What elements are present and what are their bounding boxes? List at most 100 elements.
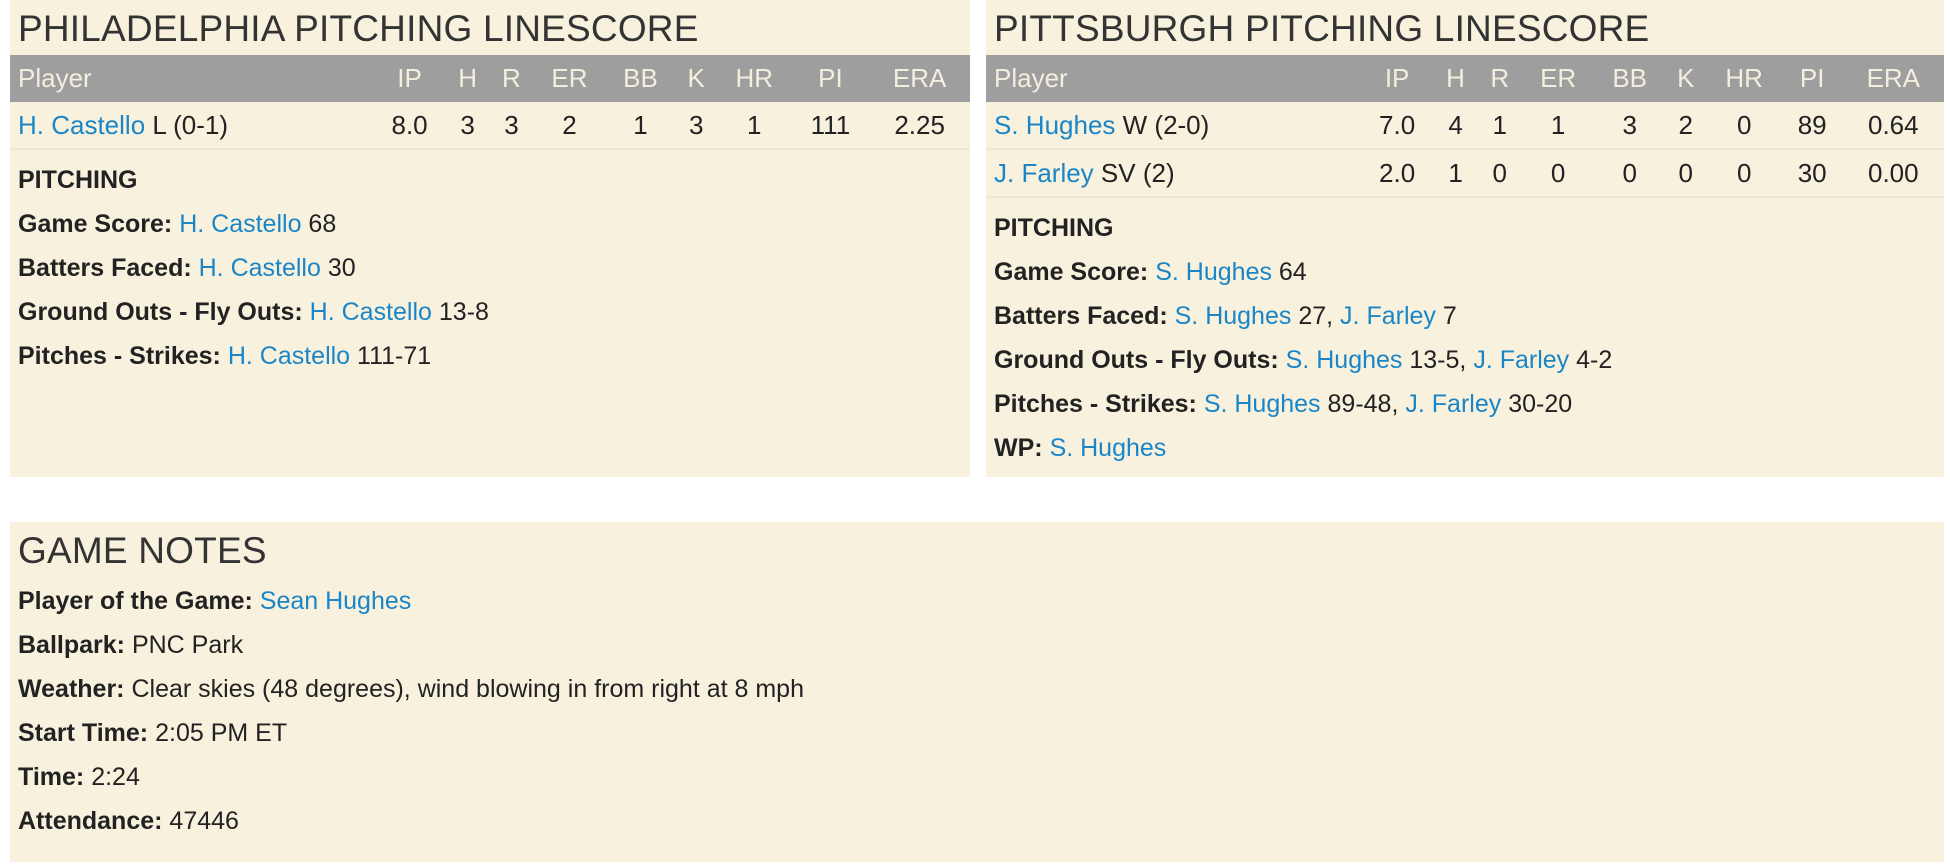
stat-value: 111-71: [357, 342, 432, 370]
stat-cell: 0.00: [1842, 149, 1944, 198]
table-row: S. Hughes W (2-0) 7.0 4 1 1 3 2 0 89 0.64: [986, 102, 1944, 150]
stat-cell: 2.25: [869, 102, 970, 150]
stat-label: Pitches - Strikes:: [994, 390, 1197, 418]
pittsburgh-pitching-panel: PITTSBURGH PITCHING LINESCORE Player IP H R…: [986, 0, 1944, 477]
stat-value: 30-20: [1508, 390, 1573, 418]
stat-cell: 0: [1706, 102, 1782, 150]
player-link[interactable]: Sean Hughes: [259, 587, 412, 615]
column-header: ER: [1521, 55, 1595, 102]
stat-value: 7: [1442, 302, 1457, 330]
note-label: Start Time:: [18, 719, 149, 747]
column-header: Player: [986, 55, 1361, 102]
stat-cell: 3: [445, 102, 490, 150]
stat-label: Ground Outs - Fly Outs:: [18, 298, 303, 326]
player-cell: H. Castello L (0-1): [10, 102, 374, 150]
column-header: BB: [1594, 55, 1665, 102]
player-link[interactable]: H. Castello: [179, 210, 302, 238]
player-link[interactable]: S. Hughes: [1174, 302, 1292, 330]
player-link[interactable]: J. Farley: [1340, 302, 1436, 330]
stat-label: Batters Faced:: [18, 254, 192, 282]
stat-cell: 8.0: [373, 102, 446, 150]
stat-value: 27: [1298, 302, 1327, 330]
player-link[interactable]: H. Castello: [18, 109, 146, 140]
column-header: PI: [1781, 55, 1843, 102]
stat-cell: 0: [1664, 149, 1707, 198]
player-link[interactable]: J. Farley: [1473, 346, 1570, 374]
note-value: 47446: [169, 807, 239, 835]
stat-label: WP:: [994, 434, 1043, 462]
stat-value: 68: [308, 210, 337, 238]
stat-value: 89-48: [1327, 390, 1392, 418]
note-label: Weather:: [18, 675, 125, 703]
column-header: K: [675, 55, 717, 102]
note-label: Ballpark:: [18, 631, 125, 659]
player-of-game: Player of the Game: Sean Hughes: [18, 587, 412, 615]
pitching-stat-line: Game Score: S. Hughes 64: [994, 250, 1936, 294]
note-item: Ballpark: PNC Park: [18, 623, 1936, 667]
column-header: ERA: [869, 55, 970, 102]
stat-cell: 2.0: [1360, 149, 1434, 198]
stat-cell: 3: [489, 102, 534, 150]
game-notes-panel: GAME NOTES Player of the Game: Sean Hugh…: [10, 522, 1944, 862]
stat-label: Game Score:: [994, 258, 1149, 286]
player-link[interactable]: J. Farley: [1405, 390, 1502, 418]
player-link[interactable]: J. Farley: [994, 157, 1094, 188]
pitching-table: Player IP H R ER BB K HR PI ERA H. Castello L (0-1…: [10, 55, 970, 150]
stat-cell: 0: [1477, 149, 1522, 198]
section-heading: PITCHING: [994, 214, 1114, 242]
pitching-table: Player IP H R ER BB K HR PI ERA S. Hughes W (2-0) 7…: [986, 55, 1944, 198]
decision: W (2-0): [1122, 109, 1210, 140]
player-link[interactable]: S. Hughes: [994, 109, 1116, 140]
player-link[interactable]: S. Hughes: [1049, 434, 1167, 462]
section-heading: PITCHING: [18, 166, 138, 194]
player-link[interactable]: S. Hughes: [1285, 346, 1403, 374]
stat-cell: 4: [1433, 102, 1478, 150]
column-header: K: [1664, 55, 1707, 102]
table-row: J. Farley SV (2) 2.0 1 0 0 0 0 0 30 0.00: [986, 149, 1944, 198]
stat-value: 13-5: [1409, 346, 1460, 374]
player-link[interactable]: H. Castello: [227, 342, 351, 370]
stat-cell: 1: [605, 102, 676, 150]
stat-cell: 2: [1664, 102, 1707, 150]
stat-cell: 89: [1781, 102, 1843, 150]
table-row: H. Castello L (0-1) 8.0 3 3 2 1 3 1 111 2.25: [10, 102, 970, 150]
stat-value: 13-8: [438, 298, 489, 326]
column-header: R: [489, 55, 534, 102]
pitching-stat-line: Batters Faced: H. Castello 30: [18, 246, 962, 290]
pitching-stat-line: Batters Faced: S. Hughes 27, J. Farley 7: [994, 302, 1457, 330]
pitching-stat-line: Ground Outs - Fly Outs: S. Hughes 13-5, …: [994, 346, 1613, 374]
pitching-stat-line: Pitches - Strikes: H. Castello 111-71: [18, 334, 962, 378]
philadelphia-pitching-panel: PHILADELPHIA PITCHING LINESCORE Player IP…: [10, 0, 970, 477]
player-link[interactable]: S. Hughes: [1203, 390, 1321, 418]
stat-label: Batters Faced:: [994, 302, 1168, 330]
column-header: ERA: [1842, 55, 1944, 102]
player-link[interactable]: H. Castello: [309, 298, 432, 326]
player-link[interactable]: H. Castello: [198, 254, 321, 282]
player-cell: J. Farley SV (2): [986, 149, 1361, 198]
note-label: Attendance:: [18, 807, 163, 835]
stat-cell: 0.64: [1842, 102, 1944, 150]
decision: L (0-1): [152, 109, 229, 140]
stat-label: Game Score:: [18, 210, 173, 238]
pitching-stat-line: Game Score: H. Castello 68: [18, 202, 962, 246]
note-value: 2:24: [91, 763, 140, 791]
column-header: HR: [1706, 55, 1782, 102]
note-item: Time: 2:24: [18, 755, 1936, 799]
player-cell: S. Hughes W (2-0): [986, 102, 1361, 150]
stat-cell: 3: [1594, 102, 1665, 150]
note-item: Start Time: 2:05 PM ET: [18, 711, 1936, 755]
stat-cell: 1: [1477, 102, 1522, 150]
panel-title: GAME NOTES: [18, 530, 267, 571]
stat-cell: 1: [716, 102, 792, 150]
stat-cell: 7.0: [1360, 102, 1434, 150]
column-header: BB: [605, 55, 676, 102]
player-link[interactable]: S. Hughes: [1155, 258, 1272, 286]
column-header: H: [1433, 55, 1478, 102]
stat-cell: 0: [1594, 149, 1665, 198]
note-label: Time:: [18, 763, 85, 791]
stat-cell: 3: [675, 102, 717, 150]
note-value: PNC Park: [131, 631, 244, 659]
stat-value: 30: [327, 254, 356, 282]
stat-cell: 30: [1781, 149, 1843, 198]
column-header: Player: [10, 55, 374, 102]
